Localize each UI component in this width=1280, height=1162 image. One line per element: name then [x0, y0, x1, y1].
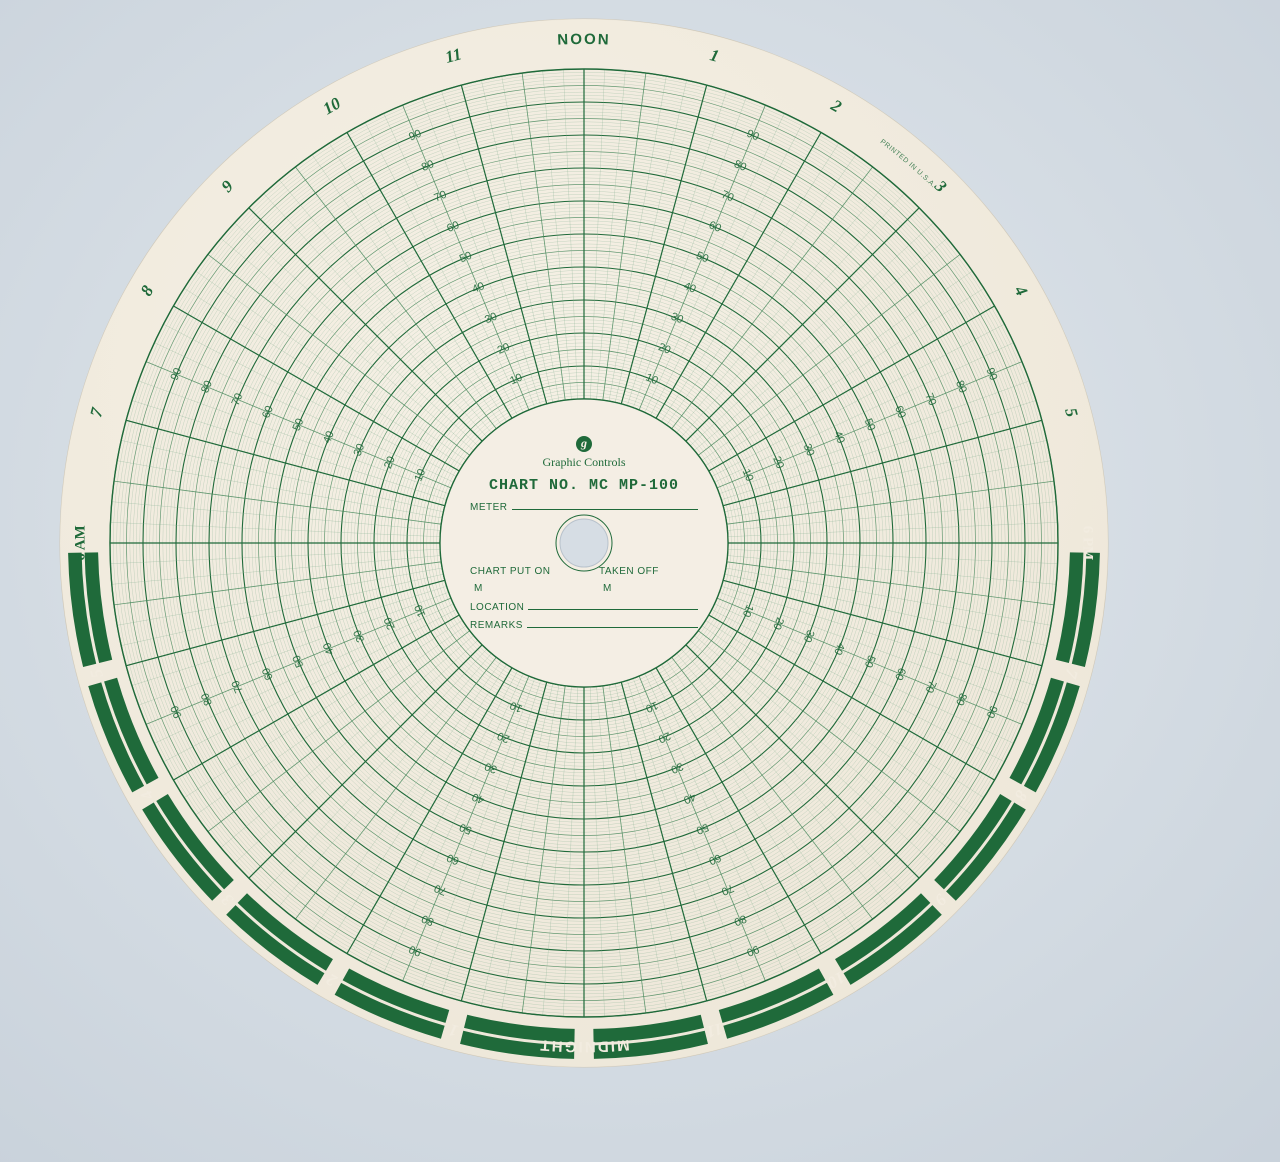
location-line	[528, 600, 698, 610]
brand-logo-icon: g	[576, 436, 592, 452]
field-meter: METER	[454, 500, 714, 515]
svg-text:6 AM: 6 AM	[72, 525, 88, 560]
svg-text:MIDNIGHT: MIDNIGHT	[538, 1036, 630, 1055]
takenoff-label: TAKEN OFF	[599, 565, 659, 579]
puton-label: CHART PUT ON	[470, 565, 550, 579]
center-panel: g Graphic Controls CHART NO. MC MP-100 M…	[454, 435, 714, 633]
remarks-line	[527, 618, 698, 628]
meter-line	[512, 500, 699, 510]
meter-label: METER	[470, 501, 508, 515]
field-puton-takenoff: CHART PUT ON TAKEN OFF	[454, 565, 714, 579]
location-label: LOCATION	[470, 601, 524, 615]
chart-number: CHART NO. MC MP-100	[454, 476, 714, 496]
brand-name: Graphic Controls	[454, 454, 714, 470]
takenoff-suffix: M	[603, 582, 612, 596]
remarks-label: REMARKS	[470, 619, 523, 633]
chart-number-value: MC MP-100	[589, 477, 679, 494]
field-location: LOCATION	[454, 600, 714, 615]
svg-text:6 PM: 6 PM	[1080, 526, 1096, 561]
field-remarks: REMARKS	[454, 618, 714, 633]
puton-suffix: M	[474, 582, 483, 596]
stage: MIDNIGHT123456 AM7891011NOON123456 PM789…	[0, 0, 1280, 1162]
field-puton-takenoff-lines: M M	[454, 582, 714, 596]
chart-number-label: CHART NO.	[489, 477, 579, 494]
brand-block: g Graphic Controls	[454, 435, 714, 470]
